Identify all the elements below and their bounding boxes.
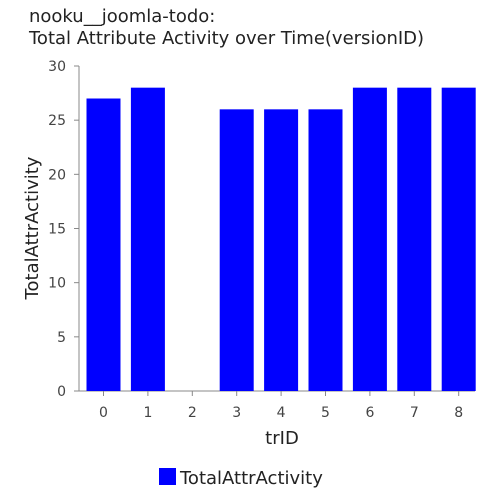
legend-label: TotalAttrActivity bbox=[179, 468, 323, 489]
x-tick-label: 8 bbox=[454, 405, 463, 421]
bar-5 bbox=[308, 109, 343, 391]
x-tick-label: 2 bbox=[188, 405, 197, 421]
y-tick-label: 10 bbox=[48, 276, 66, 292]
bar-8 bbox=[441, 87, 476, 392]
x-tick-label: 7 bbox=[410, 405, 419, 421]
legend-swatch bbox=[159, 468, 176, 485]
bar-6 bbox=[352, 87, 387, 392]
bars bbox=[86, 87, 476, 392]
y-tick-label: 0 bbox=[57, 384, 66, 400]
y-tick-label: 15 bbox=[48, 222, 66, 238]
bar-7 bbox=[397, 87, 432, 392]
x-tick-label: 1 bbox=[143, 405, 152, 421]
legend: TotalAttrActivity bbox=[159, 468, 323, 489]
x-tick-label: 0 bbox=[99, 405, 108, 421]
bar-1 bbox=[130, 87, 165, 392]
bar-3 bbox=[219, 109, 254, 391]
x-tick-label: 4 bbox=[277, 405, 286, 421]
y-tick-label: 5 bbox=[57, 330, 66, 346]
bar-4 bbox=[264, 109, 299, 391]
y-tick-label: 25 bbox=[48, 113, 66, 129]
y-tick-label: 30 bbox=[48, 59, 66, 75]
y-tick-label: 20 bbox=[48, 167, 66, 183]
y-axis: 0 5 10 15 20 25 30 bbox=[48, 59, 80, 400]
y-axis-label: TotalAttrActivity bbox=[22, 156, 43, 300]
x-tick-label: 3 bbox=[232, 405, 241, 421]
chart-title-line-1: nooku__joomla-todo: bbox=[29, 6, 216, 27]
chart-title-line-2: Total Attribute Activity over Time(versi… bbox=[29, 28, 425, 49]
x-axis-label: trID bbox=[265, 428, 299, 449]
bar-0 bbox=[86, 98, 121, 391]
x-axis: 0 1 2 3 4 5 6 7 8 bbox=[79, 390, 475, 421]
x-tick-label: 6 bbox=[365, 405, 374, 421]
x-tick-label: 5 bbox=[321, 405, 330, 421]
chart-title: nooku__joomla-todo: Total Attribute Acti… bbox=[29, 6, 424, 50]
